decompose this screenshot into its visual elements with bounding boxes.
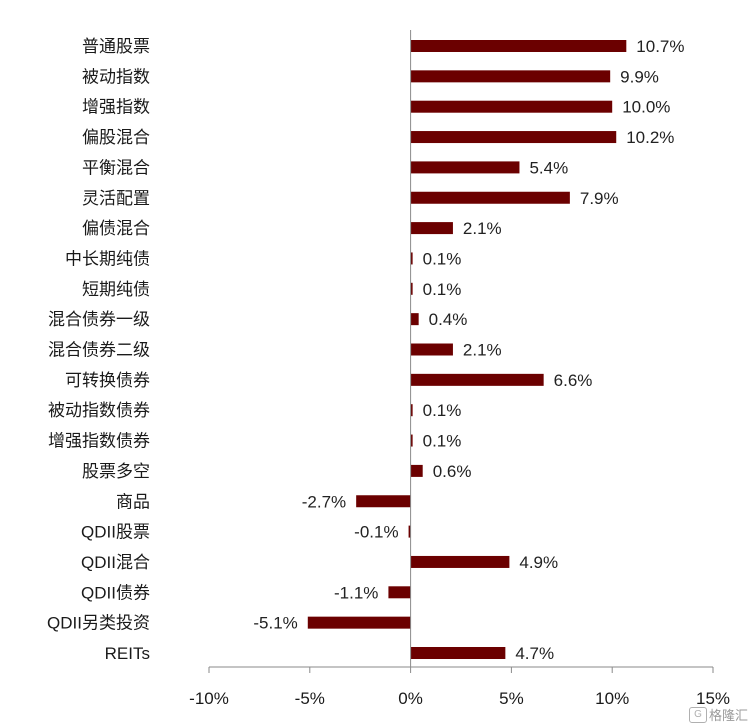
bar — [410, 252, 413, 265]
x-tick-label: -10% — [189, 689, 229, 708]
watermark-text: 格隆汇 — [708, 708, 748, 723]
value-label: 0.6% — [433, 462, 472, 481]
value-label: 10.7% — [636, 37, 684, 56]
category-label: 灵活配置 — [82, 189, 150, 208]
value-label: 10.0% — [622, 98, 670, 117]
value-label: 5.4% — [529, 158, 568, 177]
value-label: -5.1% — [253, 614, 297, 633]
axes-layer: -10% -5% 0% 5% 10% 15% — [189, 30, 730, 708]
category-label: REITs — [105, 644, 150, 663]
bar — [307, 616, 411, 629]
bars-layer — [307, 40, 627, 659]
labels-layer: 普通股票 10.7% 被动指数 9.9% 增强指数 10.0% 偏股混合 10.2% 平衡混合 5… — [47, 37, 684, 663]
category-label: QDII混合 — [81, 553, 150, 572]
value-label: 6.6% — [554, 371, 593, 390]
bar — [388, 586, 411, 599]
bar — [410, 647, 506, 659]
value-label: 0.4% — [429, 310, 468, 329]
bar — [410, 555, 510, 568]
category-label: QDII债券 — [81, 583, 150, 602]
value-label: 9.9% — [620, 67, 659, 86]
bar — [410, 343, 453, 356]
value-label: 4.7% — [515, 644, 554, 663]
category-label: 偏股混合 — [82, 128, 150, 147]
bar — [410, 191, 570, 204]
value-label: -1.1% — [334, 583, 378, 602]
category-label: 被动指数 — [82, 67, 150, 86]
value-label: 2.1% — [463, 219, 502, 238]
value-label: 0.1% — [423, 401, 462, 420]
category-label: 普通股票 — [82, 37, 150, 56]
value-label: 0.1% — [423, 432, 462, 451]
x-tick-label: 10% — [595, 689, 629, 708]
bar — [410, 313, 419, 326]
x-tick-label: 5% — [499, 689, 524, 708]
bar — [410, 222, 453, 235]
value-label: 10.2% — [626, 128, 674, 147]
bar — [410, 404, 413, 417]
bar — [356, 495, 411, 508]
watermark-logo-icon: G — [688, 706, 707, 723]
category-label: 商品 — [116, 492, 150, 511]
value-label: 0.1% — [423, 280, 462, 299]
bar — [410, 70, 611, 83]
category-label: 增强指数 — [82, 98, 150, 117]
category-label: 混合债券二级 — [48, 341, 150, 360]
category-label: 混合债券一级 — [48, 310, 150, 329]
bar — [410, 434, 413, 447]
x-tick-label: 15% — [696, 689, 730, 708]
bar — [410, 40, 627, 52]
bar — [410, 131, 617, 144]
value-label: -0.1% — [354, 523, 398, 542]
category-label: 平衡混合 — [82, 158, 150, 177]
category-label: 增强指数债券 — [48, 432, 150, 451]
category-label: 偏债混合 — [82, 219, 150, 238]
category-label: 股票多空 — [82, 462, 150, 481]
bar — [410, 373, 544, 386]
bar — [410, 282, 413, 295]
bar — [410, 161, 520, 174]
bar — [408, 525, 411, 538]
category-label: 可转换债券 — [65, 371, 150, 390]
category-label: QDII另类投资 — [47, 614, 150, 633]
x-tick-label: 0% — [398, 689, 423, 708]
category-label: QDII股票 — [81, 523, 150, 542]
bar — [410, 100, 613, 113]
value-label: 2.1% — [463, 341, 502, 360]
bar — [410, 464, 423, 477]
category-label: 被动指数债券 — [48, 401, 150, 420]
x-tick-label: -5% — [295, 689, 325, 708]
value-label: -2.7% — [302, 492, 346, 511]
value-label: 7.9% — [580, 189, 619, 208]
category-label: 短期纯债 — [82, 280, 150, 299]
watermark: G 格隆汇 — [688, 705, 748, 724]
value-label: 0.1% — [423, 249, 462, 268]
category-label: 中长期纯债 — [65, 249, 150, 268]
value-label: 4.9% — [519, 553, 558, 572]
